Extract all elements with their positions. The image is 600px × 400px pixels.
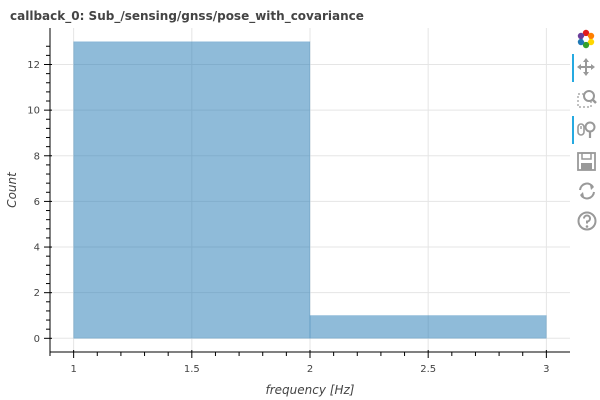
y-tick-label-3: 6 xyxy=(34,197,40,208)
y-axis-label: Count xyxy=(5,171,19,208)
pan-tool-button[interactable] xyxy=(572,54,600,82)
save-tool-button[interactable] xyxy=(572,148,600,172)
chart-title: callback_0: Sub_/sensing/gnss/pose_with_… xyxy=(10,9,364,23)
reset-icon xyxy=(579,182,595,200)
help-icon xyxy=(577,211,597,231)
bars-group xyxy=(73,41,547,339)
y-tick-label-0: 0 xyxy=(34,334,40,345)
x-axis-label: frequency [Hz] xyxy=(266,383,355,397)
box-zoom-tool-button[interactable] xyxy=(572,86,600,110)
x-tick-label-2: 2 xyxy=(307,364,313,375)
help-tool-button[interactable] xyxy=(572,208,600,232)
histogram-bar-1 xyxy=(309,314,547,339)
pan-icon xyxy=(577,58,595,76)
wheel-zoom-active-indicator xyxy=(572,116,574,144)
bokeh-logo-icon[interactable] xyxy=(572,26,600,50)
axes-group: 0 2 4 6 8 10 12 1 1.5 2 2.5 3 xyxy=(27,28,570,375)
y-tick-label-5: 10 xyxy=(27,106,40,117)
y-tick-label-2: 4 xyxy=(34,243,40,254)
histogram-bar-0 xyxy=(73,41,311,339)
reset-tool-button[interactable] xyxy=(572,178,600,202)
box-zoom-icon xyxy=(577,90,597,108)
wheel-zoom-icon xyxy=(577,121,596,138)
wheel-zoom-tool-button[interactable] xyxy=(572,116,600,144)
save-icon xyxy=(577,152,596,171)
x-tick-label-1: 1.5 xyxy=(184,364,200,375)
y-tick-label-1: 2 xyxy=(34,288,40,299)
y-tick-label-4: 8 xyxy=(34,151,40,162)
x-tick-label-3: 2.5 xyxy=(420,364,436,375)
x-tick-label-0: 1 xyxy=(70,364,76,375)
pan-active-indicator xyxy=(572,54,574,82)
y-tick-label-6: 12 xyxy=(27,60,40,71)
x-tick-label-4: 3 xyxy=(543,364,549,375)
